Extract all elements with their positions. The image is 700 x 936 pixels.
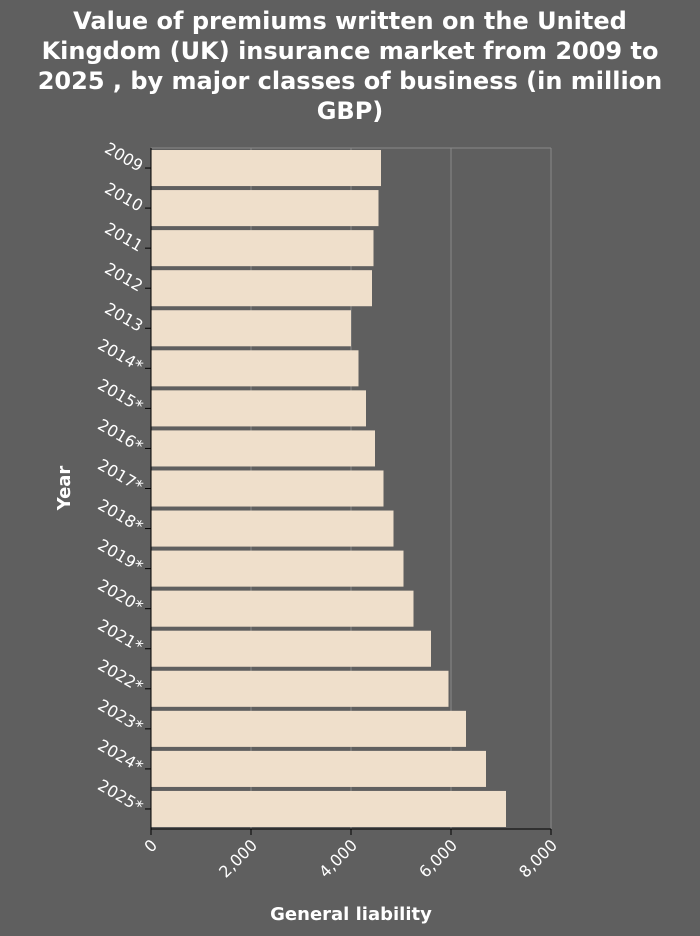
chart-title-line: Value of premiums written on the United [73, 7, 627, 35]
chart-title-line: 2025 , by major classes of business (in … [37, 67, 663, 95]
x-tick-label: 0 [140, 836, 161, 857]
y-tick-label: 2024* [95, 735, 147, 776]
y-tick-label: 2009 [101, 139, 146, 176]
bar [151, 350, 359, 387]
chart-title-line: Kingdom (UK) insurance market from 2009 … [41, 37, 659, 65]
y-tick-label: 2012 [101, 259, 146, 296]
x-axis-title: General liability [270, 904, 432, 925]
bar [151, 670, 449, 707]
y-tick-label: 2025* [95, 776, 147, 817]
bar [151, 470, 384, 507]
bar [151, 150, 381, 187]
bar [151, 270, 372, 307]
y-tick-label: 2022* [95, 655, 147, 696]
y-tick-label: 2016* [95, 415, 147, 456]
bar [151, 390, 366, 427]
bar [151, 310, 351, 347]
y-tick-label: 2021* [95, 615, 147, 656]
bar [151, 590, 414, 627]
bar [151, 510, 394, 547]
x-tick-label: 2,000 [215, 836, 261, 882]
y-tick-label: 2010 [101, 179, 146, 216]
y-tick-label: 2015* [95, 375, 147, 416]
bar [151, 230, 374, 267]
bar [151, 790, 506, 827]
bar [151, 190, 379, 227]
bar [151, 710, 466, 747]
chart-title-line: GBP) [316, 97, 384, 125]
chart-title: Value of premiums written on the United K… [0, 6, 700, 126]
y-tick-label: 2013 [101, 299, 146, 336]
y-tick-label: 2014* [95, 335, 147, 376]
bar [151, 630, 431, 667]
x-tick-label: 4,000 [315, 836, 361, 882]
y-axis-title: Year [54, 466, 75, 512]
y-tick-label: 2011 [101, 219, 146, 256]
bar [151, 750, 486, 787]
x-tick-label: 6,000 [415, 836, 461, 882]
y-tick-label: 2019* [95, 535, 147, 576]
y-tick-label: 2023* [95, 695, 147, 736]
y-tick-label: 2020* [95, 575, 147, 616]
x-tick-label: 8,000 [515, 836, 561, 882]
y-tick-label: 2017* [95, 455, 147, 496]
bar [151, 430, 375, 467]
bar [151, 550, 404, 587]
y-tick-label: 2018* [95, 495, 147, 536]
